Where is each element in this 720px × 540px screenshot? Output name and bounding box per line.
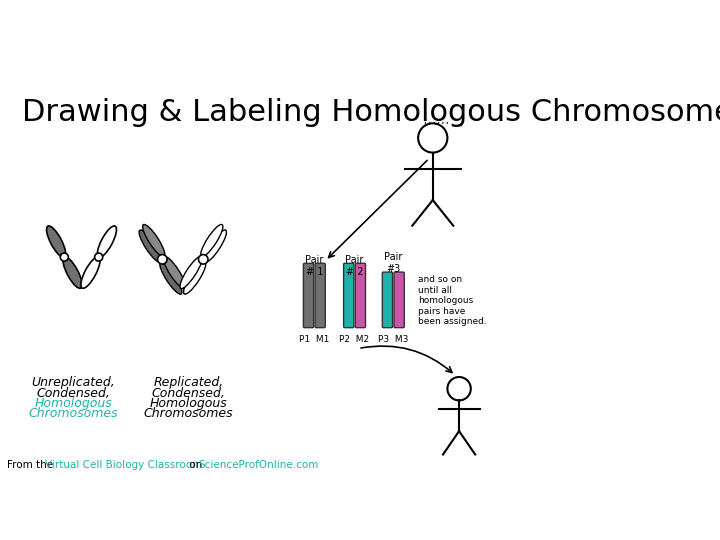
Text: ScienceProfOnline.com: ScienceProfOnline.com bbox=[199, 460, 319, 470]
Text: Homologous: Homologous bbox=[35, 397, 112, 410]
Text: on: on bbox=[186, 460, 206, 470]
Text: P3  M3: P3 M3 bbox=[378, 335, 408, 345]
FancyBboxPatch shape bbox=[382, 272, 392, 328]
Text: Pair
# 2: Pair # 2 bbox=[346, 255, 364, 276]
Ellipse shape bbox=[201, 225, 223, 256]
Ellipse shape bbox=[163, 256, 186, 289]
Text: Condensed,: Condensed, bbox=[152, 387, 225, 400]
Ellipse shape bbox=[97, 226, 117, 258]
Circle shape bbox=[60, 253, 68, 261]
Ellipse shape bbox=[204, 230, 227, 262]
Circle shape bbox=[199, 254, 208, 264]
Text: P1  M1: P1 M1 bbox=[300, 335, 330, 345]
FancyBboxPatch shape bbox=[355, 264, 366, 328]
Text: Pair
#3: Pair #3 bbox=[384, 252, 402, 274]
Text: Drawing & Labeling Homologous Chromosomes: Drawing & Labeling Homologous Chromosome… bbox=[22, 98, 720, 127]
Circle shape bbox=[418, 123, 447, 153]
Text: From the: From the bbox=[7, 460, 57, 470]
Text: Chromosomes: Chromosomes bbox=[28, 407, 118, 420]
Ellipse shape bbox=[184, 262, 206, 294]
Ellipse shape bbox=[47, 226, 66, 258]
Circle shape bbox=[447, 377, 471, 400]
Text: Homologous: Homologous bbox=[150, 397, 228, 410]
Ellipse shape bbox=[139, 230, 161, 262]
Circle shape bbox=[94, 253, 103, 261]
Ellipse shape bbox=[143, 225, 165, 256]
FancyBboxPatch shape bbox=[315, 264, 325, 328]
Circle shape bbox=[158, 254, 167, 264]
Text: Replicated,: Replicated, bbox=[153, 376, 224, 389]
Text: and so on
until all
homologous
pairs have
been assigned.: and so on until all homologous pairs hav… bbox=[418, 275, 487, 326]
Text: Virtual Cell Biology Classroom: Virtual Cell Biology Classroom bbox=[45, 460, 202, 470]
Text: Chromosomes: Chromosomes bbox=[144, 407, 233, 420]
Ellipse shape bbox=[81, 257, 100, 288]
FancyBboxPatch shape bbox=[303, 264, 314, 328]
Ellipse shape bbox=[63, 257, 82, 288]
FancyBboxPatch shape bbox=[394, 272, 404, 328]
Text: Pair
# 1: Pair # 1 bbox=[305, 255, 323, 276]
Ellipse shape bbox=[180, 256, 202, 289]
Ellipse shape bbox=[160, 262, 182, 294]
FancyBboxPatch shape bbox=[343, 264, 354, 328]
Text: Unreplicated,: Unreplicated, bbox=[31, 376, 115, 389]
Text: Condensed,: Condensed, bbox=[36, 387, 110, 400]
Text: P2  M2: P2 M2 bbox=[340, 335, 369, 345]
